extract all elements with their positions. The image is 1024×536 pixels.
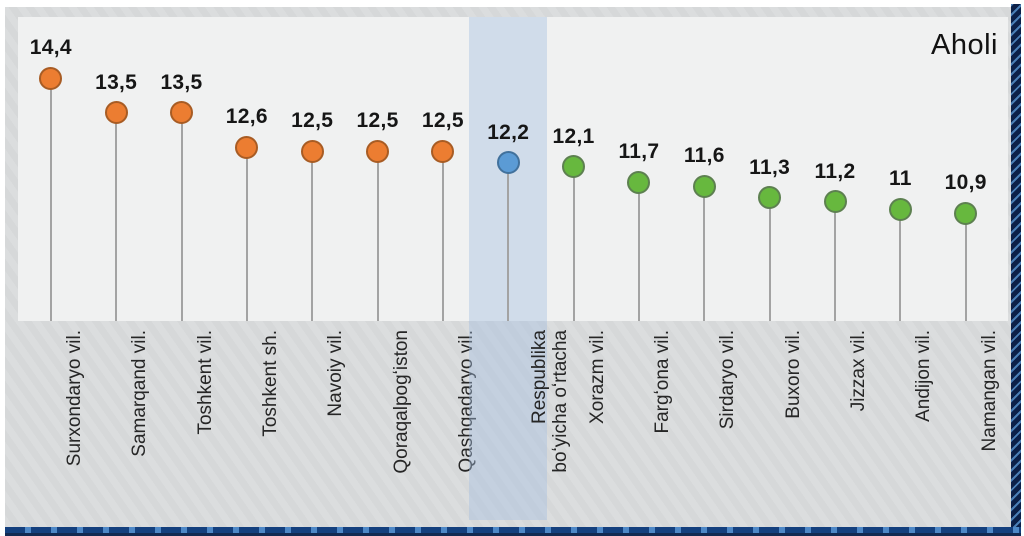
data-point-value: 12,5 [356, 109, 399, 133]
data-point-value: 13,5 [95, 70, 138, 94]
data-point-marker [954, 201, 978, 225]
lollipop-stem [115, 112, 118, 321]
data-point-marker [235, 135, 259, 159]
category-axis-label: Respublika boʻyicha oʻrtacha [529, 330, 572, 473]
data-point-value: 11,6 [683, 144, 725, 168]
data-point-value: 10,9 [944, 171, 987, 195]
chart-title: Aholi [931, 29, 998, 61]
lollipop-stem [441, 151, 444, 321]
lollipop-stem [49, 78, 52, 321]
lollipop-stem [768, 197, 771, 321]
data-point-value: 11 [888, 167, 912, 191]
data-point-value: 12,2 [487, 120, 530, 144]
slide-border-right-decoration [1011, 4, 1021, 536]
lollipop-stem [245, 147, 248, 321]
slide-border-bottom-decoration [5, 527, 1021, 536]
data-point-marker [823, 190, 847, 214]
data-point-value: 11,3 [749, 155, 791, 179]
lollipop-stem [834, 201, 836, 321]
data-point-marker [562, 155, 586, 179]
lollipop-stem [637, 182, 640, 321]
data-point-marker [627, 170, 651, 194]
category-axis-label: Andijon vil. [913, 330, 935, 422]
category-axis-label: Navoiy vil. [325, 330, 347, 417]
data-point-value: 12,5 [291, 109, 334, 133]
lollipop-stem [964, 213, 967, 321]
category-axis-label: Toshkent sh. [259, 330, 281, 437]
data-point-marker [758, 186, 782, 210]
category-axis-label: Qoraqalpogʻiston [390, 330, 412, 474]
lollipop-stem [180, 112, 183, 321]
data-point-marker [39, 66, 63, 90]
chart-frame: Aholi 14,4 Surxondaryo vil. 13,5 Samarqand … [5, 7, 1011, 527]
category-axis-label: Samarqand vil. [129, 330, 151, 457]
data-point-value: 12,5 [421, 109, 464, 133]
data-point-marker [300, 139, 324, 163]
category-axis-label: Xorazm vil. [586, 330, 608, 424]
lollipop-stem [311, 151, 314, 321]
data-point-marker [170, 101, 193, 125]
data-point-marker [692, 174, 716, 198]
data-point-value: 11,7 [618, 140, 660, 164]
category-axis-label: Surxondaryo vil. [63, 330, 85, 467]
category-axis-label: Buxoro vil. [782, 330, 804, 419]
data-point-marker [104, 101, 128, 125]
data-point-value: 12,1 [552, 124, 595, 148]
data-point-marker [366, 139, 390, 163]
lollipop-stem [703, 186, 706, 321]
data-point-value: 14,4 [29, 36, 72, 59]
category-axis-label: Namangan vil. [978, 330, 1000, 452]
lollipop-stem [376, 151, 379, 321]
lollipop-stem [507, 162, 510, 321]
category-axis-label: Jizzax vil. [848, 330, 869, 412]
category-axis-label: Toshkent vil. [194, 330, 216, 435]
data-point-marker [496, 151, 520, 175]
data-point-value: 11,2 [814, 159, 856, 183]
lollipop-stem [572, 166, 575, 321]
category-axis-label: Sirdaryo vil. [717, 330, 739, 430]
data-point-value: 13,5 [160, 70, 203, 94]
data-point-value: 12,6 [225, 105, 268, 129]
data-point-marker [431, 139, 455, 163]
lollipop-stem [899, 209, 902, 321]
category-axis-label: Fargʻona vil. [651, 330, 673, 434]
data-point-marker [888, 197, 912, 221]
